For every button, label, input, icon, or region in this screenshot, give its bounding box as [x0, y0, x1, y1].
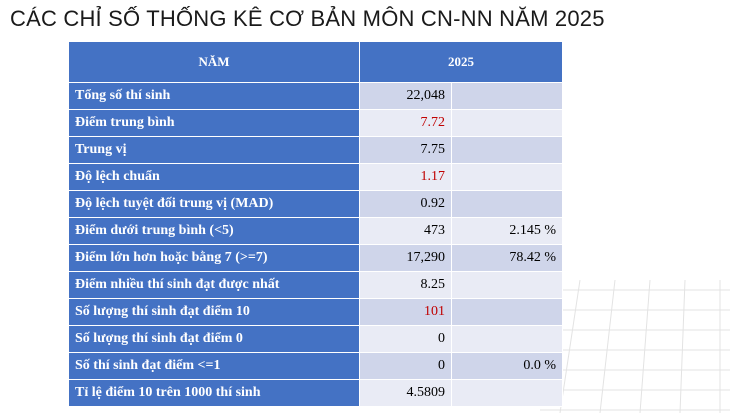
row-label: Điểm lớn hơn hoặc bằng 7 (>=7) — [68, 244, 360, 272]
table-row: Trung vị 7.75 — [68, 136, 563, 164]
row-label: Số lượng thí sinh đạt điểm 10 — [68, 298, 360, 326]
row-value: 473 — [359, 217, 452, 245]
row-label: Số thí sinh đạt điểm <=1 — [68, 352, 360, 380]
row-percent: 0.0 % — [451, 352, 563, 380]
row-percent — [451, 109, 563, 137]
row-percent — [451, 82, 563, 110]
table-row: Số thí sinh đạt điểm <=1 0 0.0 % — [68, 352, 563, 380]
row-value: 0.92 — [359, 190, 452, 218]
table-row: Điểm dưới trung bình (<5) 473 2.145 % — [68, 217, 563, 245]
decorative-grid — [540, 280, 730, 413]
table-row: Tổng số thí sinh 22,048 — [68, 82, 563, 110]
row-label: Tỉ lệ điểm 10 trên 1000 thí sinh — [68, 379, 360, 407]
row-value: 101 — [359, 298, 452, 326]
row-percent: 2.145 % — [451, 217, 563, 245]
header-2025: 2025 — [359, 41, 563, 83]
row-label: Độ lệch chuẩn — [68, 163, 360, 191]
row-value: 0 — [359, 325, 452, 353]
table-row: Điểm lớn hơn hoặc bằng 7 (>=7) 17,290 78… — [68, 244, 563, 272]
table-row: Độ lệch chuẩn 1.17 — [68, 163, 563, 191]
row-label: Điểm trung bình — [68, 109, 360, 137]
row-value: 17,290 — [359, 244, 452, 272]
table-row: Độ lệch tuyệt đối trung vị (MAD) 0.92 — [68, 190, 563, 218]
table-row: Điểm nhiều thí sinh đạt được nhất 8.25 — [68, 271, 563, 299]
row-value: 7.72 — [359, 109, 452, 137]
row-label: Trung vị — [68, 136, 360, 164]
row-label: Điểm dưới trung bình (<5) — [68, 217, 360, 245]
row-percent — [451, 271, 563, 299]
table-row: Số lượng thí sinh đạt điểm 0 0 — [68, 325, 563, 353]
row-value: 4.5809 — [359, 379, 452, 407]
row-value: 0 — [359, 352, 452, 380]
row-percent — [451, 136, 563, 164]
row-percent — [451, 298, 563, 326]
row-value: 7.75 — [359, 136, 452, 164]
row-percent — [451, 325, 563, 353]
row-label: Tổng số thí sinh — [68, 82, 360, 110]
row-value: 1.17 — [359, 163, 452, 191]
row-percent: 78.42 % — [451, 244, 563, 272]
table-header-row: NĂM 2025 — [68, 41, 563, 83]
row-percent — [451, 163, 563, 191]
row-label: Độ lệch tuyệt đối trung vị (MAD) — [68, 190, 360, 218]
row-value: 22,048 — [359, 82, 452, 110]
row-percent — [451, 190, 563, 218]
row-percent — [451, 379, 563, 407]
page-title: CÁC CHỈ SỐ THỐNG KÊ CƠ BẢN MÔN CN-NN NĂM… — [10, 6, 605, 31]
statistics-table: NĂM 2025 Tổng số thí sinh 22,048 Điểm tr… — [68, 41, 563, 407]
table-row: Tỉ lệ điểm 10 trên 1000 thí sinh 4.5809 — [68, 379, 563, 407]
table-row: Số lượng thí sinh đạt điểm 10 101 — [68, 298, 563, 326]
table-row: Điểm trung bình 7.72 — [68, 109, 563, 137]
header-year: NĂM — [68, 41, 360, 83]
row-value: 8.25 — [359, 271, 452, 299]
row-label: Điểm nhiều thí sinh đạt được nhất — [68, 271, 360, 299]
row-label: Số lượng thí sinh đạt điểm 0 — [68, 325, 360, 353]
